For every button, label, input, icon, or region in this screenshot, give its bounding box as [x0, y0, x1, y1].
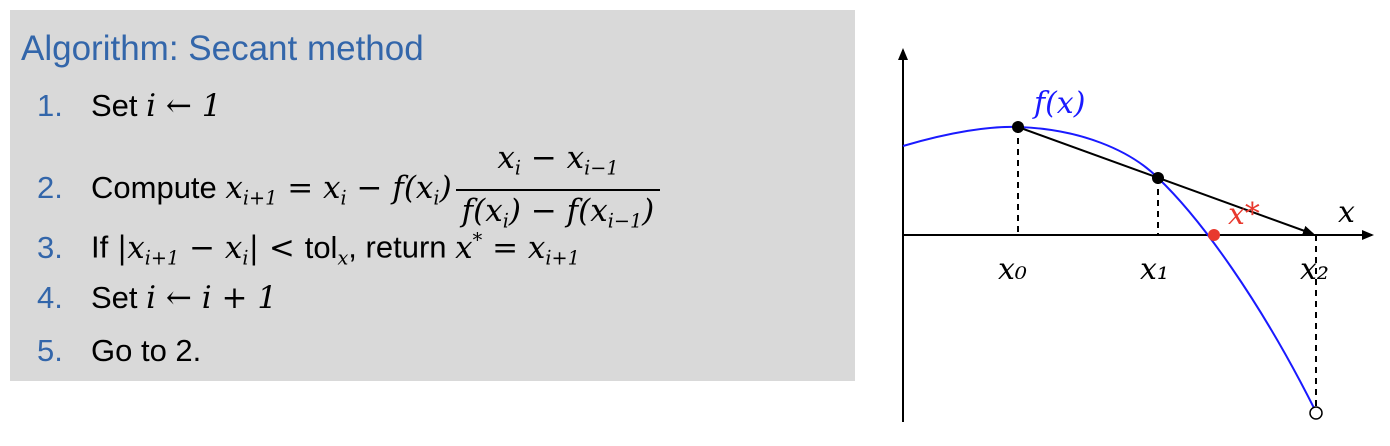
point-x1 [1152, 172, 1164, 184]
point-x0 [1012, 121, 1024, 133]
return-text: , return [348, 229, 456, 265]
algorithm-title: Algorithm: Secant method [21, 29, 424, 68]
step-number: 4. [37, 280, 63, 315]
step-text: Set [91, 88, 147, 123]
step-4: 4. Set i ← i + 1 [37, 280, 277, 316]
secant-fraction: xi − xi−1 f(xi) − f(xi−1) [455, 138, 661, 241]
step-5: 5. Go to 2. [37, 333, 201, 369]
step-2: 2. Compute xi+1 = xi − f(xi) xi − xi−1 f(xi… [37, 138, 661, 241]
step-number: 1. [37, 88, 63, 123]
x1-label: x₁ [1140, 252, 1169, 287]
step-text: If [91, 229, 117, 265]
root-point [1208, 229, 1220, 241]
step-4-math: i ← i + 1 [146, 280, 278, 316]
step-number: 5. [37, 333, 63, 368]
secant-formula: xi+1 = xi − f(xi) [225, 169, 452, 210]
function-label: f(x) [1032, 86, 1085, 121]
step-text: Compute [91, 169, 226, 205]
secant-line [1017, 126, 1315, 236]
tolerance-label: tolx [304, 229, 349, 270]
step-1: 1. Set i ← 1 [37, 88, 221, 124]
step-number: 2. [37, 169, 63, 205]
x0-label: x₀ [998, 252, 1027, 287]
root-label: x* [1228, 197, 1260, 232]
step-1-math: i ← 1 [146, 88, 222, 124]
algorithm-box [10, 10, 855, 381]
step-text: Go to 2. [91, 333, 202, 368]
x2-label: x₂ [1300, 252, 1329, 287]
step-3: 3. If |xi+1 − xi| < tolx, return x* = xi+… [37, 228, 580, 269]
x-axis-label: x [1338, 195, 1355, 230]
step-number: 3. [37, 229, 63, 265]
function-curve [902, 125, 1317, 413]
point-x2-value [1309, 406, 1323, 420]
return-value: x* = xi+1 [455, 228, 580, 270]
convergence-condition: |xi+1 − xi| < [116, 229, 305, 270]
step-text: Set [91, 280, 147, 315]
